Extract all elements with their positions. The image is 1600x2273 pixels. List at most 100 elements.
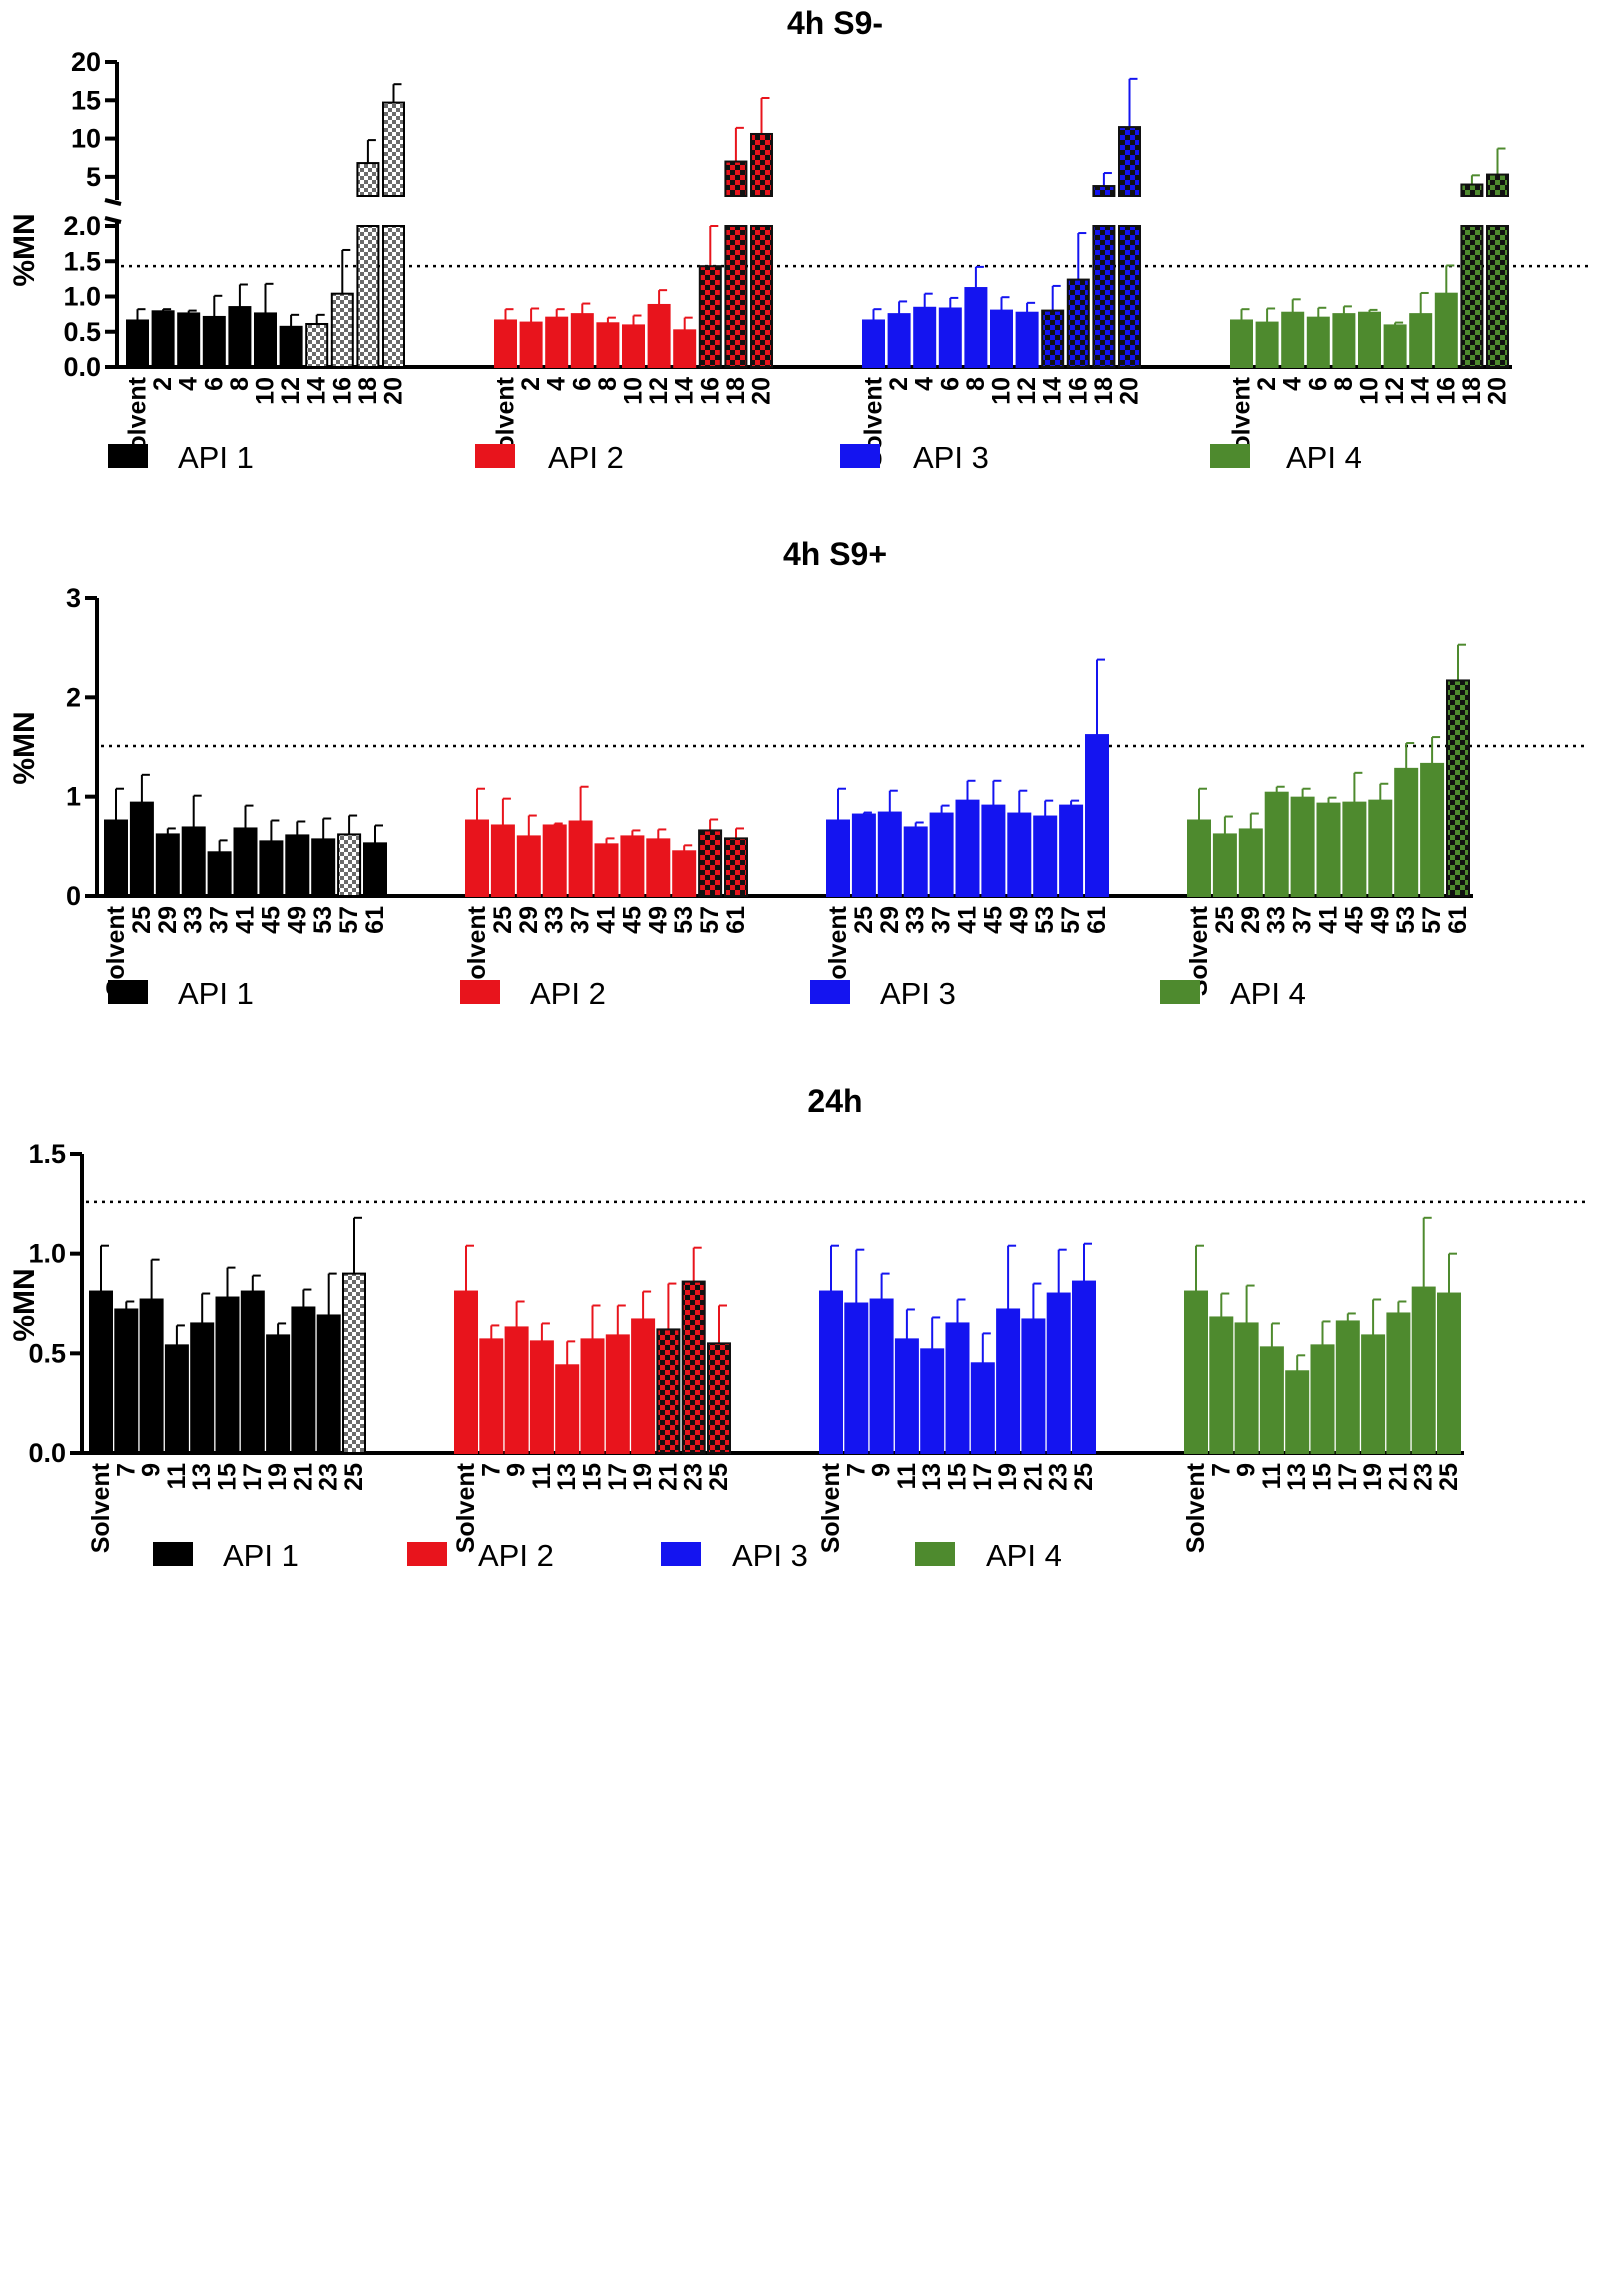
- chart-title: 4h S9+: [783, 536, 887, 572]
- bar: [1281, 311, 1305, 368]
- bar: [240, 1290, 265, 1455]
- x-tick-label: 37: [1289, 906, 1317, 934]
- x-tick-label: 37: [567, 906, 595, 934]
- bar: [363, 842, 387, 897]
- x-tick-label: 10: [252, 377, 280, 405]
- x-tick-label: 15: [1309, 1463, 1337, 1491]
- x-tick-label: 25: [850, 906, 878, 934]
- bar: [490, 824, 515, 897]
- bar: [938, 307, 962, 368]
- x-tick-label: 33: [902, 906, 930, 934]
- x-tick-label: 14: [1407, 377, 1435, 405]
- bar: [129, 801, 154, 897]
- x-tick-label: 25: [1211, 906, 1239, 934]
- x-tick-label: 17: [969, 1463, 997, 1491]
- x-tick-label: 16: [1432, 377, 1460, 405]
- x-tick-label: 7: [112, 1463, 140, 1477]
- x-tick-label: 21: [654, 1463, 682, 1491]
- bar-lower-segment: [1118, 225, 1141, 368]
- panel-24h: 24h %MN 0.00.51.01.5Solvent7911131517192…: [8, 1083, 1588, 1573]
- bar: [1290, 796, 1315, 897]
- x-tick-label: 18: [722, 377, 750, 405]
- x-tick-label: 6: [1304, 377, 1332, 391]
- axis-break-mark: [104, 198, 122, 206]
- bar: [981, 804, 1006, 898]
- legend-label: API 1: [178, 440, 254, 475]
- y-tick-label: 1.5: [63, 246, 101, 276]
- bar: [964, 287, 988, 369]
- x-tick-label: 20: [1484, 377, 1512, 405]
- y-tick-label: 1: [66, 782, 81, 812]
- bar: [1394, 767, 1419, 897]
- x-tick-label: 21: [1019, 1463, 1047, 1491]
- bar-upper-segment: [382, 101, 405, 197]
- bar: [594, 843, 619, 898]
- bar-upper-segment: [724, 160, 748, 198]
- bar: [228, 306, 252, 369]
- x-tick-label: Solvent: [452, 1462, 480, 1553]
- y-tick-label: 1.0: [63, 282, 101, 312]
- bar: [1230, 319, 1253, 368]
- bar: [1434, 292, 1458, 368]
- legend-label: API 2: [548, 440, 624, 475]
- y-axis-label: %MN: [8, 213, 41, 286]
- bar: [698, 829, 723, 897]
- x-tick-label: 23: [315, 1463, 343, 1491]
- bar: [151, 310, 175, 368]
- x-tick-label: 45: [618, 906, 646, 934]
- bar: [1259, 1346, 1284, 1455]
- bar: [202, 315, 226, 369]
- x-tick-label: 53: [1392, 906, 1420, 934]
- x-tick-label: 15: [944, 1463, 972, 1491]
- bar-lower-segment: [1460, 225, 1484, 368]
- legend-swatch: [1210, 444, 1250, 468]
- bar: [929, 812, 954, 898]
- x-tick-label: 49: [644, 906, 672, 934]
- x-tick-label: 61: [722, 906, 750, 934]
- x-tick-label: 20: [380, 377, 408, 405]
- legend-label: API 1: [223, 1538, 299, 1573]
- bar: [465, 819, 489, 897]
- x-tick-label: 12: [645, 377, 673, 405]
- bar: [1368, 799, 1393, 898]
- legend-label: API 4: [1230, 976, 1306, 1011]
- x-tick-label: 21: [1384, 1463, 1412, 1491]
- x-tick-label: 49: [283, 906, 311, 934]
- x-tick-label: 20: [748, 377, 776, 405]
- x-tick-label: 7: [1207, 1463, 1235, 1477]
- bar: [1332, 313, 1356, 368]
- bar: [1085, 734, 1109, 898]
- bar: [311, 838, 336, 898]
- x-tick-label: 61: [361, 906, 389, 934]
- x-tick-label: 21: [289, 1463, 317, 1491]
- legend-swatch: [108, 444, 148, 468]
- bar-upper-segment: [750, 132, 773, 197]
- bar: [1212, 833, 1237, 897]
- y-tick-label: 0.5: [63, 317, 101, 347]
- bar-upper-segment: [1460, 183, 1484, 197]
- x-tick-label: 4: [543, 377, 571, 391]
- bar: [698, 265, 722, 368]
- x-tick-label: 57: [1418, 906, 1446, 934]
- x-tick-label: Solvent: [1182, 1462, 1210, 1553]
- y-axis-label: %MN: [8, 1268, 41, 1341]
- x-tick-label: 17: [604, 1463, 632, 1491]
- bar: [1072, 1280, 1096, 1455]
- bar: [285, 834, 310, 898]
- bar: [337, 833, 362, 897]
- legend-swatch: [108, 980, 148, 1004]
- bar: [164, 1344, 189, 1454]
- x-tick-label: 29: [1237, 906, 1265, 934]
- x-tick-label: 19: [1359, 1463, 1387, 1491]
- x-tick-label: 11: [528, 1463, 556, 1490]
- x-tick-label: 9: [1233, 1463, 1261, 1477]
- y-tick-label: 15: [71, 85, 101, 115]
- x-tick-label: 16: [1064, 377, 1092, 405]
- x-tick-label: 15: [214, 1463, 242, 1491]
- bar: [233, 827, 258, 897]
- x-tick-label: 25: [340, 1463, 368, 1491]
- x-tick-label: 13: [188, 1463, 216, 1491]
- x-tick-label: 13: [553, 1463, 581, 1491]
- y-tick-label: 0.5: [28, 1338, 66, 1368]
